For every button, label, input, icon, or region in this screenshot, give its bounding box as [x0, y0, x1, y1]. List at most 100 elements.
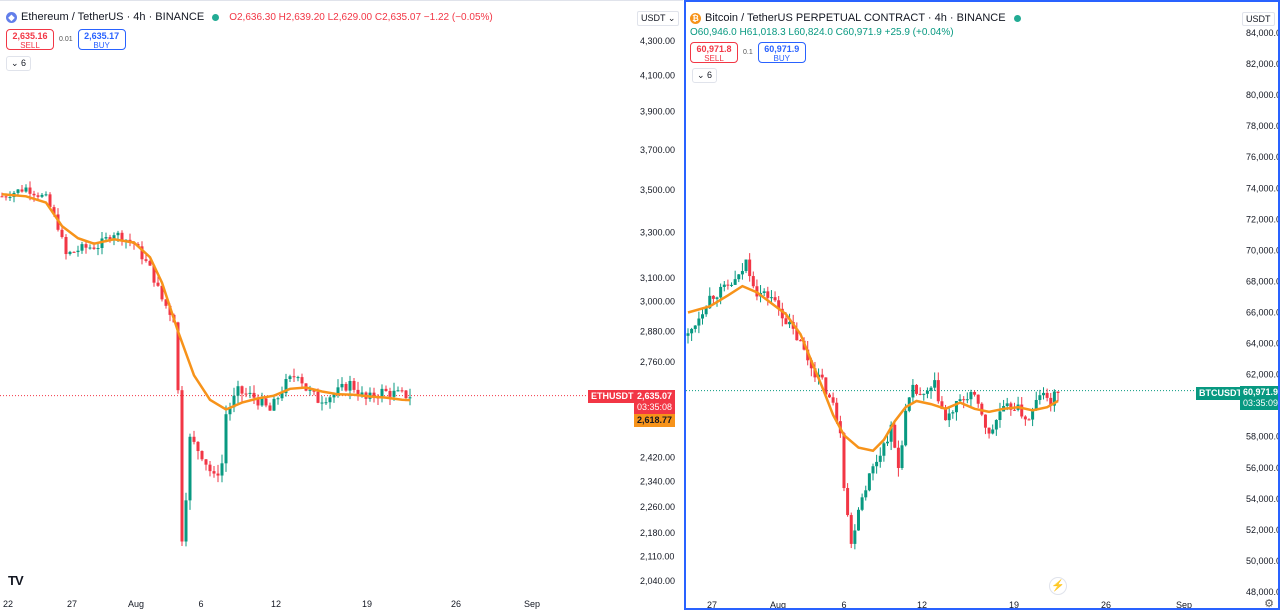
eth-chart-pane[interactable]: 4,300.00 4,100.00 3,900.00 3,700.00 3,500.00…: [0, 0, 683, 610]
candle-body: [773, 297, 777, 301]
eth-currency-selector[interactable]: USDT ⌄: [637, 11, 680, 26]
candle-body: [220, 463, 224, 476]
candle-body: [104, 237, 108, 239]
candle-body: [156, 282, 160, 286]
candle-body: [216, 473, 220, 476]
y-tick-label: 3,500.00: [640, 185, 675, 195]
candle-body: [784, 318, 788, 325]
btc-buy-price: 60,971.9: [764, 44, 800, 54]
ethereum-icon: ◆: [6, 11, 17, 23]
candle-body: [798, 340, 802, 342]
candle-body: [889, 424, 893, 442]
btc-sell-label: SELL: [704, 54, 724, 63]
x-tick-label: 6: [198, 599, 203, 609]
candle-body: [911, 384, 915, 398]
btc-chart-svg[interactable]: 84,000.0 82,000.0 80,000.0 78,000.0 76,000.0…: [686, 2, 1278, 608]
candle-body: [719, 286, 723, 298]
x-tick-label: 12: [917, 600, 927, 608]
candle-body: [842, 433, 846, 489]
btc-sell-button[interactable]: 60,971.8 SELL: [690, 42, 738, 63]
candle-body: [404, 390, 408, 399]
candle-body: [1023, 416, 1027, 420]
candle-body: [991, 429, 995, 434]
candle-body: [240, 386, 244, 394]
candle-body: [260, 398, 264, 406]
candle-body: [296, 377, 300, 379]
y-tick-label: 62,000.0: [1246, 370, 1278, 380]
eth-symbol-title[interactable]: Ethereum / TetherUS · 4h · BINANCE: [21, 11, 205, 23]
x-tick-label: 22: [3, 599, 13, 609]
eth-sell-button[interactable]: 2,635.16 SELL: [6, 29, 54, 50]
candle-body: [316, 391, 320, 403]
tradingview-logo[interactable]: TV: [8, 573, 24, 588]
candle-body: [236, 386, 240, 396]
y-tick-label: 56,000.0: [1246, 463, 1278, 473]
eth-ohlc-readout: O2,636.30 H2,639.20 L2,629.00 C2,635.07 …: [229, 12, 493, 23]
y-tick-label: 52,000.0: [1246, 525, 1278, 535]
candle-body: [328, 397, 332, 403]
lightning-icon[interactable]: ⚡: [1049, 577, 1067, 595]
candle-body: [248, 392, 252, 394]
eth-countdown: 03:35:08: [637, 402, 673, 412]
candle-body: [875, 461, 879, 467]
btc-currency-selector[interactable]: USDT: [1242, 12, 1275, 26]
candle-body: [762, 291, 766, 293]
candle-body: [954, 401, 958, 413]
eth-buy-button[interactable]: 2,635.17 BUY: [77, 29, 126, 50]
y-tick-label: 80,000.0: [1246, 90, 1278, 100]
candle-body: [324, 402, 328, 404]
candle-body: [1020, 404, 1024, 417]
candle-body: [701, 314, 705, 319]
candle-body: [372, 392, 376, 398]
eth-ohlc-values: O2,636.30 H2,639.20 L2,629.00 C2,635.07 …: [229, 11, 493, 23]
candle-body: [284, 379, 288, 394]
btc-chart-pane[interactable]: 84,000.0 82,000.0 80,000.0 78,000.0 76,000.0…: [684, 0, 1280, 610]
eth-buy-label: BUY: [93, 41, 110, 50]
eth-indicators-toggle[interactable]: ⌄ 6: [6, 56, 32, 71]
eth-chart-svg[interactable]: 4,300.00 4,100.00 3,900.00 3,700.00 3,500.00…: [0, 1, 683, 610]
y-tick-label: 48,000.0: [1246, 587, 1278, 597]
btc-symbol-title[interactable]: Bitcoin / TetherUS PERPETUAL CONTRACT · …: [705, 12, 1006, 24]
x-tick-label: Sep: [1176, 600, 1192, 608]
candle-body: [400, 390, 404, 392]
btc-indicators-toggle[interactable]: ⌄ 6: [692, 68, 718, 83]
y-tick-label: 3,000.00: [640, 297, 675, 307]
candle-body: [733, 279, 737, 285]
x-tick-label: Sep: [524, 599, 540, 609]
candle-body: [886, 441, 890, 444]
candle-body: [1038, 395, 1042, 400]
y-tick-label: 2,880.00: [640, 326, 675, 336]
candle-body: [900, 445, 904, 468]
btc-sell-price: 60,971.8: [696, 44, 732, 54]
btc-spread: 0.1: [743, 49, 753, 56]
market-open-indicator: [1013, 14, 1021, 22]
candle-body: [936, 380, 940, 402]
candle-body: [196, 441, 200, 452]
gear-icon[interactable]: ⚙: [1264, 598, 1274, 610]
candle-body: [340, 383, 344, 388]
candle-body: [84, 244, 88, 248]
btc-currency-label: USDT: [1246, 14, 1271, 24]
market-open-indicator: [212, 13, 220, 21]
candle-body: [48, 194, 52, 208]
btc-last-price: 60,971.9: [1243, 387, 1279, 397]
candle-body: [300, 377, 304, 384]
candle-body: [64, 237, 68, 255]
candle-body: [388, 391, 392, 397]
btc-buy-button[interactable]: 60,971.9 BUY: [757, 42, 806, 63]
candle-body: [1009, 403, 1013, 410]
candle-body: [856, 509, 860, 531]
candle-body: [52, 207, 56, 215]
candle-body: [766, 291, 770, 298]
candle-body: [962, 399, 966, 401]
candle-body: [16, 189, 20, 193]
candle-body: [795, 328, 799, 341]
candle-body: [44, 194, 48, 196]
candle-body: [958, 399, 962, 402]
candle-body: [244, 393, 248, 395]
candle-body: [893, 424, 897, 448]
candle-body: [965, 399, 969, 401]
btc-trade-buttons: 60,971.8 SELL 0.1 60,971.9 BUY: [690, 42, 806, 63]
candle-body: [72, 251, 76, 253]
candle-body: [813, 368, 817, 378]
